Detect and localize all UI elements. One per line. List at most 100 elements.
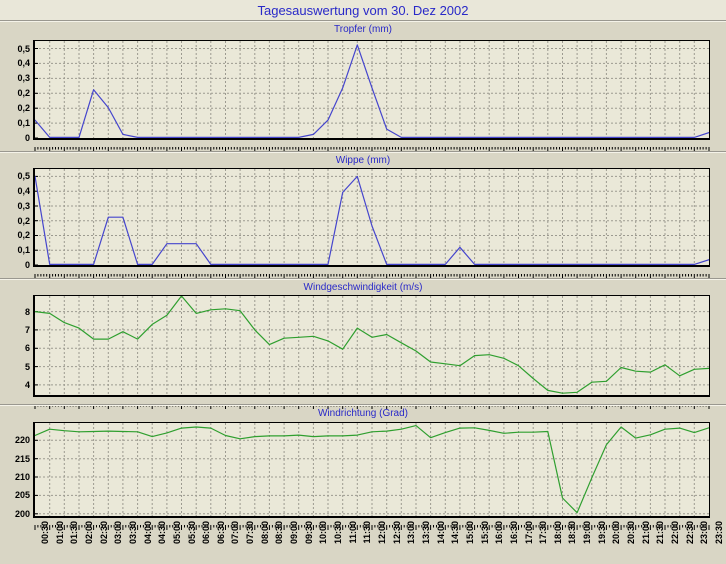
y-tick-label: 0 <box>24 133 30 143</box>
x-tick-label: 18:00 <box>552 521 563 545</box>
y-tick-label: 0,2 <box>17 215 30 226</box>
y-tick-label: 0,5 <box>17 171 30 182</box>
y-tick-label: 4 <box>24 379 30 390</box>
chart-section-windrichtung: Windrichtung (Grad) 220 215 210 205 200 00:3… <box>0 406 726 564</box>
chart-plot-area <box>33 295 710 397</box>
x-tick-label: 09:30 <box>303 521 314 545</box>
y-axis-labels: 0,5 0,4 0,3 0,2 0,2 0,1 0 <box>0 22 30 151</box>
x-tick-label: 16:00 <box>494 521 505 545</box>
y-tick-label: 0,2 <box>17 88 30 99</box>
x-tick-label: 11:00 <box>347 521 358 544</box>
y-tick-label: 0,1 <box>17 118 30 129</box>
y-tick-label: 0,1 <box>17 245 30 256</box>
page-header: Tagesauswertung vom 30. Dez 2002 <box>0 0 726 20</box>
y-tick-label: 0,4 <box>17 186 30 197</box>
x-axis-ticks <box>33 397 710 409</box>
x-tick-label: 17:00 <box>523 521 534 545</box>
x-axis-ticks <box>33 518 710 530</box>
page-title: Tagesauswertung vom 30. Dez 2002 <box>257 3 469 18</box>
x-tick-label: 17:30 <box>538 521 549 545</box>
x-tick-label: 04:30 <box>157 521 168 545</box>
x-tick-label: 21:30 <box>655 521 666 545</box>
x-tick-label: 05:00 <box>171 521 182 545</box>
y-tick-label: 5 <box>24 361 30 372</box>
x-tick-label: 13:00 <box>406 521 417 545</box>
chart-section-tropfer: Tropfer (mm) 0,5 0,4 0,3 0,2 0,2 0,1 0 <box>0 22 726 152</box>
y-tick-label: 0,2 <box>17 103 30 114</box>
chart-title: Wippe (mm) <box>335 155 391 166</box>
section-divider <box>0 278 726 280</box>
x-tick-label: 19:00 <box>582 521 593 545</box>
y-axis-labels: 0,5 0,4 0,3 0,2 0,2 0,1 0 <box>0 153 30 278</box>
y-tick-label: 220 <box>14 435 30 446</box>
y-tick-label: 6 <box>24 343 30 354</box>
x-tick-label: 04:00 <box>142 521 153 545</box>
x-tick-label: 20:00 <box>611 521 622 545</box>
x-tick-label: 08:00 <box>259 521 270 545</box>
chart-plot-area <box>33 422 710 518</box>
x-tick-label: 23:30 <box>714 521 724 545</box>
x-tick-label: 14:00 <box>435 521 446 545</box>
x-tick-label: 15:30 <box>479 521 490 545</box>
x-tick-label: 06:30 <box>215 521 226 545</box>
x-tick-label: 14:30 <box>450 521 461 545</box>
x-tick-label: 05:30 <box>186 521 197 545</box>
x-tick-label: 00:30 <box>40 521 50 545</box>
x-tick-label: 15:00 <box>464 521 475 545</box>
x-tick-label: 22:00 <box>670 521 681 545</box>
y-axis-labels: 8 7 6 5 4 <box>0 280 30 404</box>
x-tick-label: 01:00 <box>54 521 65 545</box>
x-tick-label: 03:00 <box>113 521 124 545</box>
x-tick-label: 10:30 <box>333 521 344 545</box>
chart-section-wippe: Wippe (mm) 0,5 0,4 0,3 0,2 0,2 0,1 0 <box>0 153 726 279</box>
tick-marks-svg <box>34 274 710 279</box>
x-tick-label: 13:30 <box>420 521 431 545</box>
y-tick-label: 0 <box>24 260 30 270</box>
chart-title: Windgeschwindigkeit (m/s) <box>303 282 423 293</box>
x-tick-label: 12:00 <box>377 521 387 545</box>
x-tick-label: 02:30 <box>98 521 109 545</box>
y-tick-label: 0,5 <box>17 43 30 54</box>
tick-marks-svg <box>34 525 710 530</box>
x-tick-label: 09:00 <box>289 521 300 545</box>
chart-section-windgeschwindigkeit: Windgeschwindigkeit (m/s) 8 7 6 5 4 <box>0 280 726 409</box>
x-tick-label: 12:30 <box>391 521 402 545</box>
line-chart-svg <box>35 296 709 395</box>
x-tick-label: 07:30 <box>245 521 256 545</box>
y-tick-label: 0,2 <box>17 230 30 241</box>
x-axis-ticks <box>33 140 710 152</box>
x-tick-label: 20:30 <box>626 521 637 545</box>
x-tick-label: 02:00 <box>83 521 94 545</box>
y-tick-label: 7 <box>24 324 30 335</box>
chart-title: Tropfer (mm) <box>334 24 392 35</box>
chart-plot-area <box>33 168 710 267</box>
y-tick-label: 210 <box>14 472 30 483</box>
x-tick-label: 19:30 <box>596 521 607 545</box>
x-tick-label: 23:00 <box>699 521 710 545</box>
chart-title: Windrichtung (Grad) <box>317 408 409 419</box>
header-divider <box>0 20 726 22</box>
x-tick-label: 11:30 <box>362 521 373 544</box>
x-tick-label: 18:30 <box>567 521 578 545</box>
x-tick-label: 07:00 <box>230 521 241 545</box>
y-tick-label: 0,4 <box>17 58 30 69</box>
y-tick-label: 200 <box>14 508 30 519</box>
x-tick-label: 03:30 <box>127 521 138 545</box>
section-divider <box>0 151 726 153</box>
y-tick-label: 0,3 <box>17 200 30 211</box>
chart-plot-area <box>33 40 710 140</box>
line-chart-svg <box>35 41 709 138</box>
x-tick-label: 10:00 <box>318 521 329 545</box>
x-tick-label: 06:00 <box>201 521 212 545</box>
y-tick-label: 8 <box>24 306 30 317</box>
section-divider <box>0 404 726 406</box>
y-tick-label: 215 <box>14 453 30 464</box>
y-tick-label: 0,3 <box>17 73 30 84</box>
x-tick-label: 08:30 <box>274 521 285 545</box>
x-axis-ticks <box>33 267 710 279</box>
x-tick-label: 16:30 <box>508 521 519 545</box>
line-chart-svg <box>35 169 709 265</box>
x-axis-labels: 00:30 01:00 01:30 02:00 02:30 03:00 03:30 04:00… <box>33 521 726 564</box>
y-axis-labels: 220 215 210 205 200 <box>0 406 30 564</box>
